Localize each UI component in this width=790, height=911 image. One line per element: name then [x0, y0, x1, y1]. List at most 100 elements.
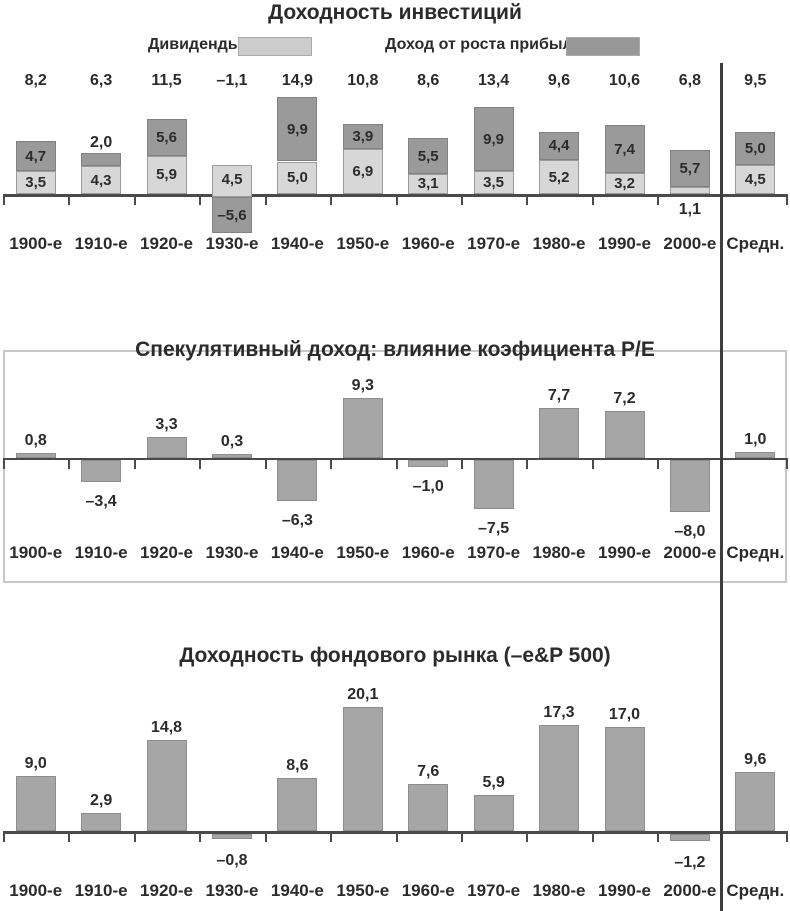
p1-bar-dividends	[669, 186, 710, 194]
p3-bar	[15, 775, 56, 831]
p1-category-label: 1920-е	[140, 234, 193, 253]
p3-tick-mark	[133, 831, 136, 842]
p1-bar-dividends	[81, 166, 122, 194]
p1-category-label: 1990-е	[598, 234, 651, 253]
legend-swatch-dividends-icon	[238, 37, 312, 56]
p2-value-label: 9,3	[351, 376, 374, 394]
p3-tick-mark	[395, 831, 398, 842]
p3-value-label: 7,6	[417, 763, 440, 781]
p3-category-label: 1900-е	[9, 881, 63, 900]
p2-value-label: 7,2	[613, 390, 636, 408]
p1-dividends-value-label: 5,0	[286, 169, 308, 187]
p1-tick-mark	[330, 194, 333, 205]
p2-value-label: 0,8	[24, 431, 47, 449]
p3-category-label: 1910-е	[74, 881, 128, 900]
p2-category-label: 1920-е	[140, 543, 193, 562]
p1-dividends-value-label: 6,9	[352, 163, 374, 181]
p3-tick-mark	[786, 831, 788, 842]
p1-bar-earnings-growth	[473, 106, 514, 172]
p3-category-label: 1990-е	[598, 881, 651, 900]
panel1-title: Доходность инвестиций	[268, 1, 522, 24]
p2-category-label: 1990-е	[598, 543, 651, 562]
p2-tick-mark	[460, 458, 463, 469]
p2-value-label: –3,4	[85, 493, 117, 511]
p2-tick-mark	[68, 458, 71, 469]
p2-bar	[212, 454, 252, 458]
p2-bar	[473, 460, 514, 509]
p3-tick-mark	[330, 831, 333, 842]
p1-tick-mark	[657, 194, 660, 205]
p3-bar	[277, 778, 318, 831]
average-column-separator-line	[720, 63, 723, 911]
p1-total-label: 6,8	[678, 72, 702, 89]
p3-bar	[146, 740, 187, 831]
p2-tick-mark	[264, 458, 267, 469]
p2-value-label: 3,3	[155, 415, 178, 433]
p3-category-label: Средн.	[726, 881, 785, 900]
p2-category-label: 1980-е	[532, 543, 586, 562]
p1-tick-mark	[68, 194, 71, 205]
p1-category-label: 1930-е	[205, 234, 259, 253]
p2-category-label: 1950-е	[336, 543, 390, 562]
p1-earnings-growth-value-label: 7,4	[614, 140, 635, 158]
p3-tick-mark	[68, 831, 71, 842]
p3-tick-mark	[264, 831, 267, 842]
p3-category-label: 1950-е	[336, 881, 390, 900]
legend-label-dividends: Дивиденды	[148, 36, 242, 53]
p2-value-label: 1,0	[744, 430, 767, 448]
p2-tick-mark	[3, 458, 5, 469]
p1-total-label: 11,5	[151, 72, 182, 89]
p2-bar	[15, 452, 56, 458]
p2-bar	[277, 460, 318, 501]
p1-bar-earnings-growth	[539, 131, 579, 161]
p3-category-label: 1930-е	[205, 881, 259, 900]
p2-tick-mark	[526, 458, 529, 469]
p1-bar-dividends	[408, 173, 449, 194]
panel3-title: Доходность фондового рынка (–e&P 500)	[179, 644, 611, 667]
p1-bar-earnings-growth	[81, 153, 122, 167]
p1-tick-mark	[133, 194, 136, 205]
p1-bar-earnings-growth	[146, 119, 187, 156]
p2-bar	[342, 397, 383, 459]
p1-category-label: 1960-е	[401, 234, 455, 253]
p1-total-label: 10,6	[608, 72, 641, 89]
p1-tick-mark	[786, 194, 788, 205]
p2-bar	[669, 460, 710, 512]
p1-bar-earnings-growth	[669, 149, 710, 187]
p2-category-label: 1900-е	[9, 543, 63, 562]
p3-category-label: 1920-е	[140, 881, 193, 900]
p2-bar	[604, 411, 645, 458]
p2-value-label: 0,3	[220, 433, 244, 450]
p3-bar	[539, 724, 579, 831]
p2-bar	[735, 451, 776, 458]
p2-tick-mark	[133, 458, 136, 469]
p2-bar	[146, 436, 187, 458]
p1-dividends-value-label: 5,2	[548, 168, 570, 186]
p1-bar-dividends	[604, 173, 645, 194]
p3-value-label: 20,1	[347, 686, 379, 704]
p1-category-label: 1940-е	[270, 234, 324, 253]
p3-category-label: 1970-е	[467, 881, 521, 900]
p1-category-label: 1980-е	[532, 234, 586, 253]
p2-value-label: 7,7	[547, 386, 571, 404]
p3-value-label: 2,9	[89, 792, 113, 810]
p1-dividends-value-label: 4,5	[744, 170, 766, 188]
p1-bar-dividends	[735, 164, 776, 195]
p3-tick-mark	[460, 831, 463, 842]
p3-bar	[342, 707, 383, 831]
p1-earnings-growth-value-label: 2,0	[89, 134, 113, 152]
p1-earnings-growth-value-label: 3,9	[352, 128, 374, 145]
p1-total-label: 9,6	[547, 72, 571, 89]
p3-category-label: 2000-е	[663, 881, 717, 900]
p3-value-label: –1,2	[674, 854, 706, 872]
p3-value-label: 14,8	[150, 719, 183, 736]
p3-value-label: 8,6	[286, 757, 309, 775]
p1-earnings-growth-value-label: 5,5	[417, 147, 439, 165]
p1-bar-dividends	[473, 171, 514, 195]
p1-earnings-growth-value-label: 5,6	[156, 128, 177, 146]
p3-bar	[669, 834, 710, 842]
p1-bar-earnings-growth	[735, 132, 776, 165]
p1-earnings-growth-value-label: –5,6	[217, 206, 247, 224]
p3-tick-mark	[526, 831, 529, 842]
p3-category-label: 1940-е	[270, 881, 324, 900]
